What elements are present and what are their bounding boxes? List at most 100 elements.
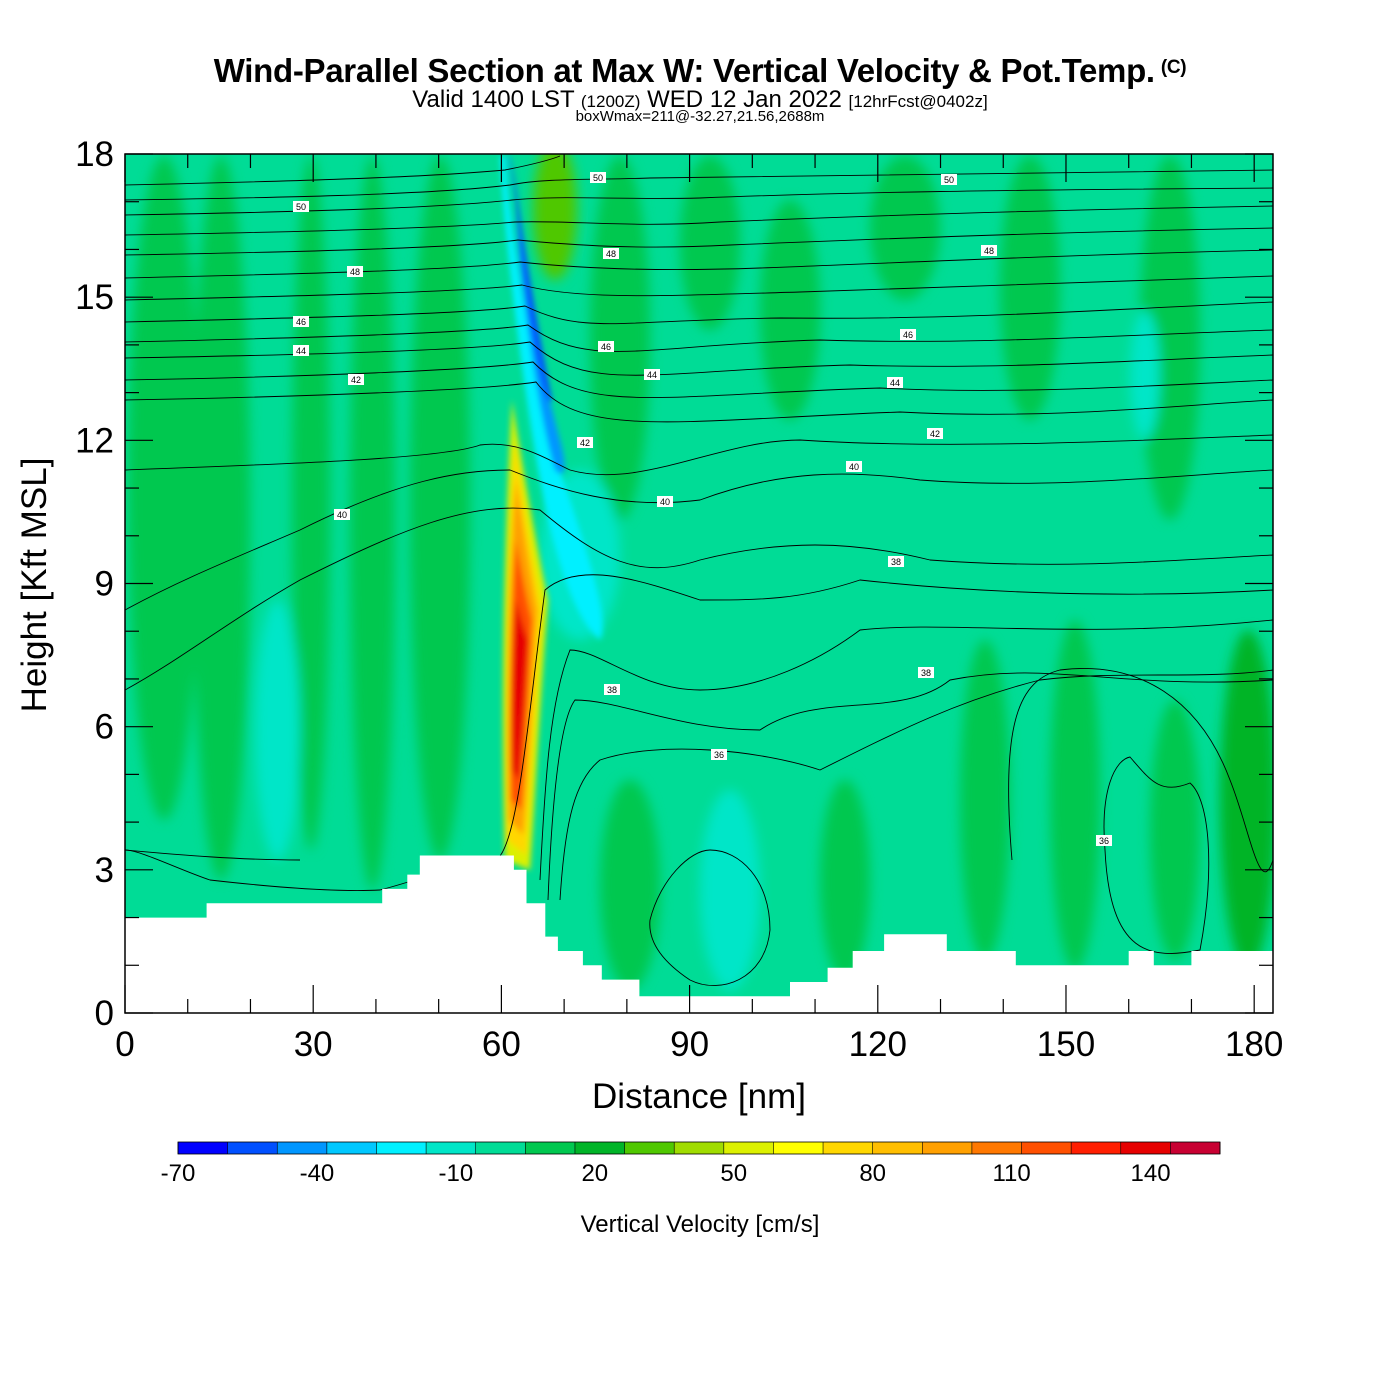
x-tick-label: 150 — [1037, 1025, 1095, 1064]
colorbar-swatch — [227, 1142, 278, 1154]
colorbar-swatch — [1021, 1142, 1072, 1154]
theta-contour-label-text: 38 — [891, 557, 901, 567]
copyright-mark: (C) — [1160, 57, 1187, 78]
theta-contour — [125, 275, 1273, 301]
theta-contour-label: 38 — [604, 684, 620, 695]
theta-contour — [125, 381, 1273, 423]
colorbar-frame — [177, 1141, 1221, 1155]
theta-contour-label: 42 — [577, 437, 593, 448]
theta-contour — [125, 507, 1273, 691]
theta-contour-label-text: 50 — [296, 202, 306, 212]
theta-contour-label: 46 — [598, 341, 614, 352]
y-tick-label: 15 — [75, 278, 114, 317]
theta-contour-label-text: 48 — [984, 246, 994, 256]
colorbar-swatch — [574, 1142, 626, 1154]
theta-contour-label: 46 — [293, 316, 309, 327]
field-band — [680, 156, 740, 330]
field-band — [760, 200, 820, 420]
valid-utc: (1200Z) — [580, 92, 641, 111]
velocity-plume — [508, 156, 565, 474]
theta-contour-label-text: 38 — [607, 685, 617, 695]
field-band — [960, 640, 1010, 960]
colorbar-swatch — [674, 1142, 725, 1154]
theta-contour — [125, 341, 1273, 376]
theta-contour — [649, 849, 771, 986]
velocity-plume — [500, 156, 603, 640]
chart-title: Wind-Parallel Section at Max W: Vertical… — [0, 52, 1400, 90]
field-band — [700, 790, 760, 990]
theta-contour-label: 40 — [334, 509, 350, 520]
colorbar-swatch — [326, 1142, 377, 1154]
colorbar-swatch — [971, 1142, 1023, 1154]
x-tick-label: 0 — [115, 1025, 134, 1064]
field-band — [1050, 620, 1100, 970]
theta-contour-label-text: 42 — [580, 438, 590, 448]
theta-contour — [125, 227, 1273, 256]
theta-contour-label: 44 — [293, 345, 309, 356]
field-band — [870, 156, 940, 300]
colorbar-tick-label: 80 — [859, 1160, 886, 1187]
colorbar-tick-label: -70 — [161, 1160, 196, 1187]
theta-contour-label: 44 — [887, 377, 903, 388]
theta-contour-label-text: 48 — [350, 267, 360, 277]
theta-contour-label-text: 46 — [601, 342, 611, 352]
colorbar-swatch — [426, 1142, 477, 1154]
theta-contour-label: 42 — [348, 374, 364, 385]
theta-contour-label-text: 42 — [351, 375, 361, 385]
field-band — [410, 156, 470, 860]
theta-contour-label-text: 42 — [930, 429, 940, 439]
y-tick-label: 3 — [95, 851, 114, 890]
theta-contour — [125, 361, 1273, 398]
theta-contour-label: 46 — [900, 329, 916, 340]
chart-subtitle: Valid 1400 LST (1200Z) WED 12 Jan 2022 [… — [0, 86, 1400, 114]
field-band — [1220, 630, 1273, 970]
field-band — [128, 156, 200, 820]
field-band — [292, 156, 330, 850]
colorbar-swatch — [1120, 1142, 1171, 1154]
theta-contour-label-text: 40 — [849, 462, 859, 472]
colorbar-swatch — [277, 1142, 328, 1154]
colorbar-swatch — [872, 1142, 923, 1154]
y-axis-title: Height [Kft MSL] — [15, 458, 54, 713]
theta-contour — [1103, 756, 1210, 954]
colorbar-swatch — [922, 1142, 973, 1154]
theta-contour — [125, 155, 561, 186]
theta-contour-label-text: 40 — [337, 510, 347, 520]
field-band — [1150, 700, 1200, 960]
theta-contour-label-text: 44 — [647, 370, 657, 380]
x-tick-label: 90 — [670, 1025, 709, 1064]
field-band — [255, 600, 300, 860]
theta-contour — [125, 324, 1273, 352]
colorbar-tick-label: 140 — [1131, 1160, 1171, 1187]
theta-contour-label: 42 — [927, 428, 943, 439]
y-tick-label: 18 — [75, 135, 114, 174]
velocity-plume — [511, 600, 528, 780]
colorbar-swatch — [624, 1142, 675, 1154]
field-band — [350, 156, 395, 890]
theta-contour-label: 38 — [888, 556, 904, 567]
theta-contour — [125, 301, 1273, 325]
theta-contour-label: 38 — [918, 667, 934, 678]
colorbar-swatch — [1071, 1142, 1122, 1154]
colorbar-swatch — [723, 1142, 774, 1154]
box-wmax-info: boxWmax=211@-32.27,21.56,2688m — [575, 108, 825, 125]
y-tick-label: 12 — [75, 421, 114, 460]
colorbar-swatch — [1170, 1142, 1221, 1154]
theta-contour-label: 40 — [657, 496, 673, 507]
theta-contour-label-text: 50 — [944, 175, 954, 185]
x-tick-label: 60 — [482, 1025, 521, 1064]
field-band — [600, 780, 660, 990]
plot-area: 50 50 50 48 48 48 46 46 46 44 44 44 42 42 42 40 40 40 38 38… — [125, 154, 1273, 1013]
theta-contour-label-text: 38 — [921, 668, 931, 678]
theta-contour-label-text: 44 — [296, 346, 306, 356]
x-axis-title: Distance [nm] — [592, 1077, 806, 1116]
theta-contour-label: 48 — [347, 266, 363, 277]
colorbar-swatch — [773, 1142, 824, 1154]
colorbar-title: Vertical Velocity [cm/s] — [581, 1211, 820, 1238]
field-band — [590, 156, 650, 520]
theta-contour — [125, 469, 1273, 611]
field-band — [192, 156, 250, 880]
valid-date: WED 12 Jan 2022 — [647, 86, 842, 113]
theta-contour-label: 48 — [981, 245, 997, 256]
